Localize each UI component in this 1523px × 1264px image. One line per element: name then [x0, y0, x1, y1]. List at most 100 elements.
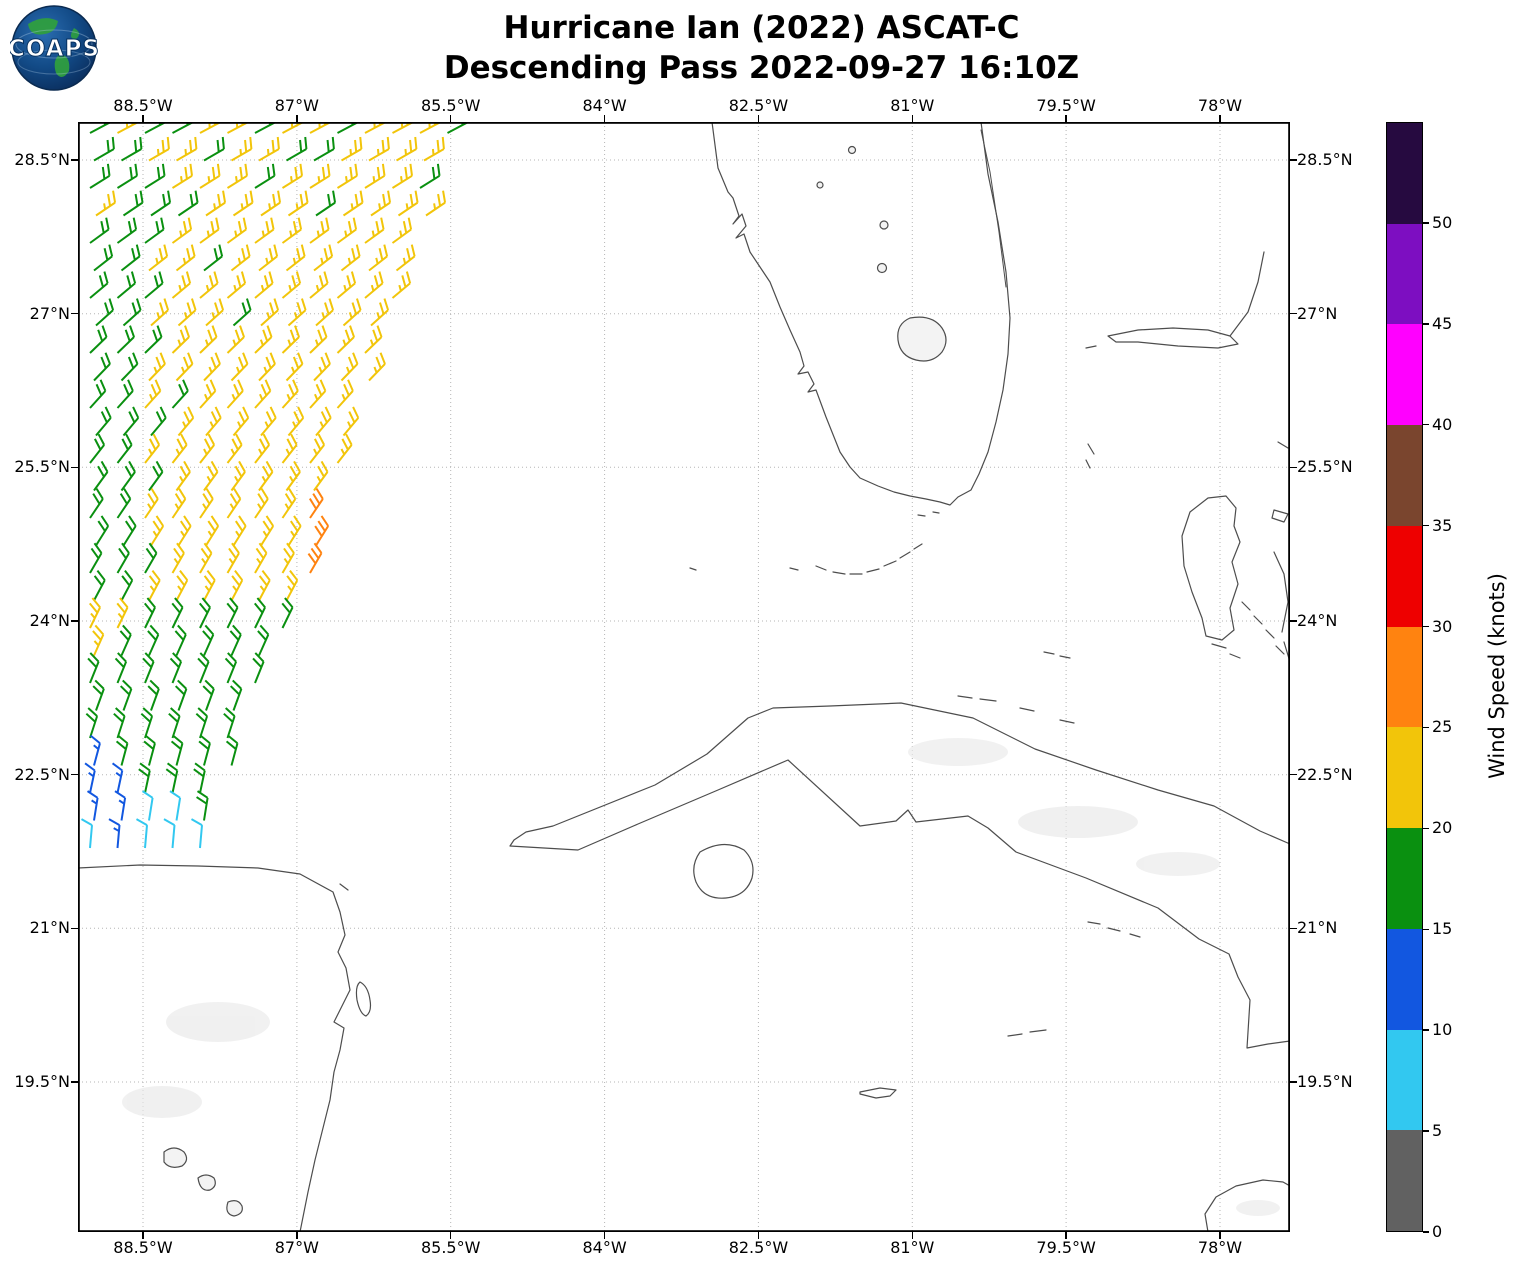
lat-tick-label-left: 24°N [29, 611, 70, 630]
wind-barb [336, 433, 353, 464]
wind-barb [205, 298, 225, 327]
colorbar-tick-label: 25 [1432, 717, 1453, 737]
wind-barb [254, 163, 276, 189]
isla-de-la-juventud [693, 843, 754, 899]
colorbar-segment-40-45 [1387, 324, 1422, 426]
wind-barb [230, 244, 251, 272]
wind-barb [313, 352, 331, 382]
wind-barb [122, 298, 142, 327]
lon-tick-mark [449, 1232, 452, 1239]
wind-barb [190, 818, 204, 849]
wind-barb [169, 790, 182, 821]
wind-barb [226, 597, 239, 629]
wind-barb [226, 379, 244, 409]
wind-barb [195, 707, 209, 739]
wind-barb [199, 325, 218, 354]
lon-tick-mark [296, 115, 298, 122]
wind-barb [364, 217, 385, 244]
wind-barb [364, 325, 383, 354]
wind-barb [89, 163, 111, 189]
lat-tick-label-left: 25.5°N [14, 457, 70, 477]
grand-bahama [1085, 327, 1239, 349]
colorbar-tick-label: 30 [1432, 616, 1453, 636]
lat-tick-label-right: 24°N [1297, 611, 1338, 630]
wind-barb [171, 433, 188, 464]
wind-barb [177, 190, 199, 217]
wind-barb [309, 271, 329, 299]
wind-barb [342, 190, 364, 217]
wind-barb [260, 406, 277, 437]
colorbar-tick-mark [1423, 928, 1429, 931]
lake-okeechobee [897, 316, 947, 362]
wind-barb [397, 190, 419, 217]
lon-tick-mark [1219, 1232, 1221, 1239]
wind-barb [169, 652, 183, 684]
logo-latitude-arc2 [17, 49, 91, 75]
wind-barb [368, 136, 390, 162]
coastlines [78, 122, 1290, 1232]
wind-barb [111, 762, 124, 794]
wind-barb [138, 762, 151, 794]
wind-barb [230, 460, 246, 492]
lon-tick-mark [1065, 1232, 1067, 1239]
lat-tick-label-left: 19.5°N [14, 1072, 70, 1091]
wind-barb [120, 352, 139, 382]
wind-barb [89, 325, 108, 354]
wind-barb [281, 542, 295, 574]
cuban-cays [957, 695, 1141, 938]
lat-tick-mark [1290, 620, 1297, 622]
wind-barb [114, 790, 127, 821]
wind-barb [89, 734, 101, 766]
lon-tick-label-top: 88.5°W [113, 96, 173, 115]
wind-barb [93, 244, 114, 272]
lat-tick-mark [1290, 466, 1297, 469]
wind-barb [89, 433, 106, 464]
logo-text: COAPS [10, 36, 98, 62]
wind-barb [309, 433, 326, 464]
logo-landmass-south [54, 54, 70, 78]
wind-barb [148, 570, 161, 601]
colorbar-title: Wind Speed (knots) [1485, 573, 1509, 779]
wind-barb [171, 488, 187, 519]
wind-barb [116, 325, 135, 354]
wind-barb [119, 679, 133, 711]
lat-tick-mark [1290, 927, 1297, 930]
wind-barb [342, 298, 362, 327]
wind-barb [95, 406, 112, 437]
wind-barb [203, 352, 221, 382]
colorbar-segment-50-55 [1387, 123, 1422, 224]
wind-barb [230, 352, 249, 382]
wind-barb [364, 122, 387, 134]
wind-barb [95, 190, 117, 217]
wind-barb [419, 122, 442, 134]
wind-barb [281, 488, 297, 519]
lon-tick-label-top: 78°W [1197, 96, 1243, 115]
wind-barb [368, 244, 389, 272]
wind-barb [285, 570, 299, 601]
wind-barb [171, 597, 184, 629]
wind-barb [254, 433, 271, 464]
colorbar-tick-mark [1423, 1231, 1429, 1233]
lon-tick-mark [757, 115, 760, 122]
wind-barb [309, 379, 327, 409]
wind-barb [224, 652, 238, 684]
wind-barb [232, 190, 254, 217]
bimini-islands [1085, 443, 1095, 469]
wind-barb [281, 597, 294, 629]
wind-barb [423, 136, 445, 162]
wind-barb [202, 624, 215, 656]
wind-barb [419, 163, 441, 189]
lon-tick-mark [911, 115, 914, 122]
wind-barb [368, 352, 386, 382]
wind-barb [205, 406, 222, 437]
wind-barb [116, 488, 132, 519]
lon-tick-label-bottom: 84°W [582, 1238, 627, 1257]
lat-tick-mark [71, 312, 78, 315]
wind-barb [87, 652, 100, 684]
wind-barb [175, 244, 196, 272]
lon-tick-label-top: 82.5°W [728, 96, 789, 115]
colorbar-tick-label: 5 [1432, 1121, 1443, 1141]
wind-barb [281, 433, 298, 464]
wind-barb [254, 542, 268, 574]
colorbar-tick-label: 20 [1432, 818, 1453, 838]
